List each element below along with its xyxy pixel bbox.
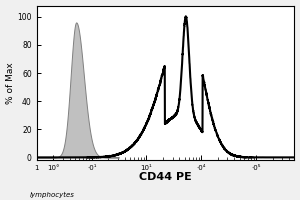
X-axis label: CD44 PE: CD44 PE — [139, 172, 192, 182]
Y-axis label: % of Max: % of Max — [6, 62, 15, 104]
Text: lymphocytes: lymphocytes — [30, 192, 75, 198]
